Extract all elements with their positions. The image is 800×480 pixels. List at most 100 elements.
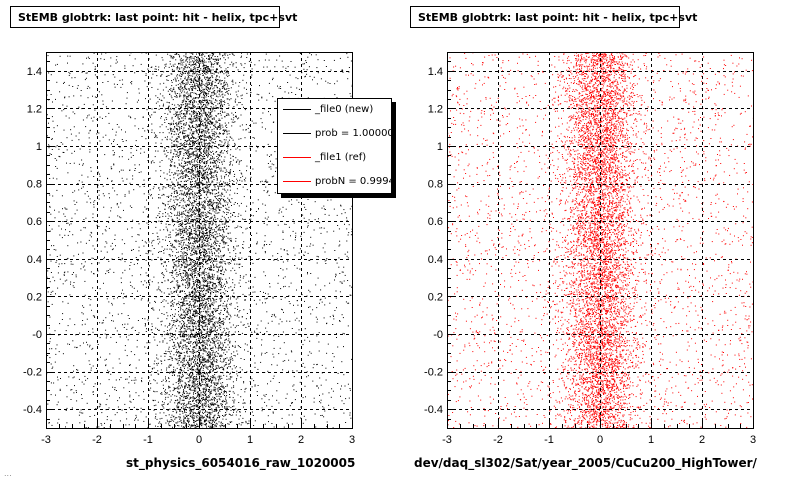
- scatter-point: [234, 100, 236, 102]
- scatter-point: [284, 276, 286, 278]
- scatter-point: [211, 107, 213, 109]
- scatter-point: [222, 170, 224, 172]
- scatter-point: [197, 395, 199, 397]
- scatter-point: [212, 64, 214, 65]
- scatter-point: [211, 157, 213, 159]
- scatter-point: [230, 286, 232, 288]
- scatter-point: [173, 191, 175, 193]
- scatter-point: [181, 67, 183, 69]
- scatter-point: [290, 61, 292, 62]
- scatter-point: [210, 404, 212, 405]
- scatter-point: [288, 359, 290, 361]
- scatter-point: [190, 68, 192, 70]
- scatter-point: [220, 199, 222, 201]
- scatter-point: [336, 214, 338, 216]
- scatter-point: [231, 112, 233, 114]
- scatter-point: [209, 411, 211, 413]
- scatter-point: [187, 283, 189, 285]
- scatter-point: [244, 391, 246, 393]
- scatter-point: [224, 329, 226, 331]
- scatter-point: [237, 147, 238, 149]
- scatter-point: [176, 95, 178, 96]
- scatter-point: [191, 110, 192, 112]
- scatter-point: [200, 401, 202, 403]
- scatter-point: [212, 310, 214, 312]
- scatter-point: [175, 409, 177, 410]
- scatter-point: [230, 216, 232, 218]
- scatter-point: [168, 414, 170, 416]
- scatter-point: [193, 84, 195, 86]
- scatter-point: [208, 57, 210, 59]
- scatter-point: [203, 243, 204, 245]
- scatter-point: [220, 101, 222, 103]
- scatter-point: [326, 231, 328, 233]
- scatter-point: [217, 58, 219, 60]
- scatter-point: [185, 414, 187, 416]
- scatter-point: [220, 277, 222, 279]
- scatter-point: [224, 129, 225, 131]
- scatter-point: [189, 259, 191, 261]
- scatter-point: [229, 396, 231, 398]
- scatter-point: [225, 207, 227, 209]
- scatter-point: [235, 66, 237, 68]
- scatter-point: [195, 203, 197, 205]
- scatter-point: [133, 189, 135, 191]
- scatter-point: [121, 313, 123, 315]
- scatter-point: [188, 88, 190, 90]
- scatter-point: [238, 418, 240, 420]
- scatter-point: [224, 88, 226, 90]
- scatter-point: [244, 63, 246, 65]
- scatter-point: [292, 370, 294, 372]
- scatter-point: [200, 107, 201, 109]
- scatter-point: [190, 229, 192, 231]
- scatter-point: [215, 122, 217, 124]
- scatter-point: [210, 109, 211, 110]
- scatter-point: [80, 241, 82, 243]
- scatter-point: [208, 417, 210, 419]
- scatter-point: [177, 195, 179, 197]
- scatter-point: [175, 114, 177, 116]
- scatter-point: [210, 66, 212, 68]
- scatter-point: [121, 129, 122, 131]
- scatter-point: [192, 53, 194, 55]
- scatter-point: [178, 109, 180, 110]
- scatter-point: [264, 251, 266, 252]
- scatter-point: [197, 320, 199, 322]
- scatter-point: [256, 93, 258, 95]
- scatter-point: [155, 226, 157, 228]
- scatter-point: [190, 411, 192, 413]
- scatter-point: [339, 57, 341, 59]
- scatter-point: [172, 394, 174, 396]
- scatter-point: [178, 105, 180, 107]
- scatter-point: [233, 54, 235, 56]
- scatter-point: [99, 140, 101, 142]
- scatter-point: [57, 379, 59, 381]
- scatter-point: [204, 324, 206, 326]
- scatter-point: [211, 174, 213, 176]
- scatter-point: [210, 152, 212, 153]
- scatter-point: [97, 184, 99, 186]
- scatter-point: [255, 211, 257, 212]
- scatter-point: [171, 243, 173, 245]
- scatter-point: [275, 316, 277, 318]
- scatter-point: [196, 116, 198, 118]
- scatter-point: [215, 175, 217, 177]
- scatter-point: [209, 268, 211, 270]
- scatter-point: [208, 411, 210, 413]
- scatter-point: [234, 355, 236, 357]
- scatter-point: [179, 143, 181, 145]
- scatter-point: [174, 369, 176, 371]
- scatter-point: [264, 235, 266, 237]
- scatter-point: [193, 127, 195, 128]
- scatter-point: [178, 163, 180, 165]
- scatter-point: [182, 362, 184, 364]
- scatter-point: [213, 323, 215, 325]
- scatter-point: [293, 384, 295, 386]
- scatter-point: [223, 195, 225, 197]
- scatter-point: [195, 269, 197, 271]
- scatter-point: [211, 265, 212, 267]
- scatter-point: [61, 195, 63, 197]
- scatter-point: [349, 294, 351, 296]
- scatter-point: [114, 86, 116, 88]
- scatter-point: [196, 131, 198, 133]
